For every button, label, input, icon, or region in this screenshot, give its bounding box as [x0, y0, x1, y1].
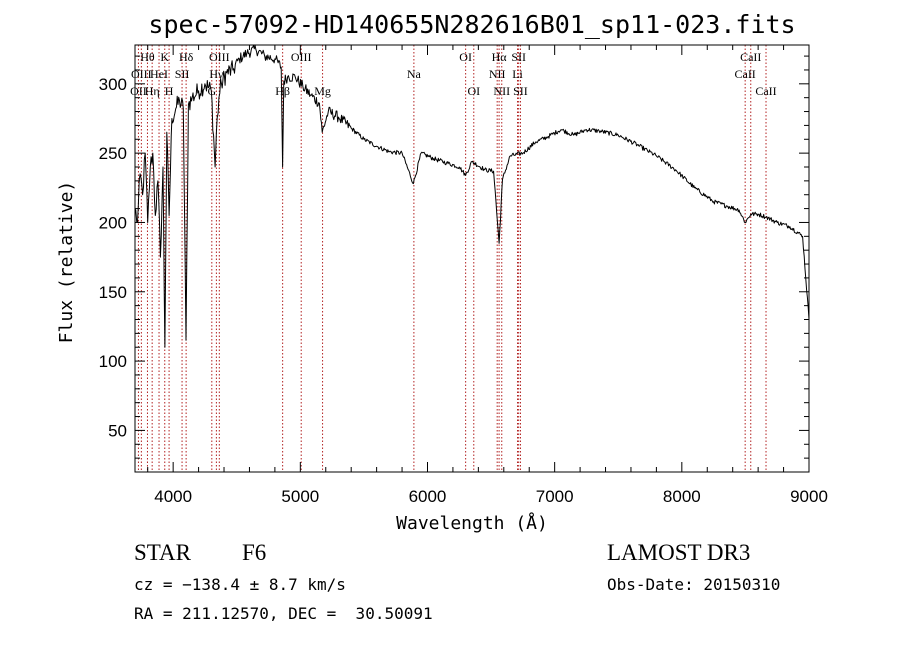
plot-frame: [134, 44, 810, 473]
x-tick-label-0: 4000: [154, 487, 192, 506]
spectral-line-label-23: SII: [513, 84, 528, 98]
y-tick-label-2: 150: [99, 283, 127, 302]
y-tick-label-1: 100: [99, 352, 127, 371]
object-type: STAR: [134, 540, 191, 565]
spectral-line-label-15: Na: [407, 67, 422, 81]
spectral-line-label-4: HeI: [150, 67, 168, 81]
chart-title: spec-57092-HD140655N282616B01_sp11-023.f…: [148, 10, 795, 39]
spectral-line-label-7: H: [165, 84, 174, 98]
spectral-line-label-21: SII: [511, 50, 526, 64]
spectral-line-label-13: OIII: [291, 50, 312, 64]
spectral-line-label-9: OIII: [209, 50, 230, 64]
x-tick-label-1: 5000: [281, 487, 319, 506]
spectral-line-label-0: OII: [130, 84, 147, 98]
x-axis-ticks: 4000 5000 6000 7000 8000 9000: [147, 45, 828, 506]
survey-name: LAMOST DR3: [607, 540, 751, 565]
spectral-line-label-20: NII: [493, 84, 510, 98]
spectral-line-label-3: Hη: [145, 84, 160, 98]
spectral-line-label-8: Hδ: [179, 50, 194, 64]
spectral-line-label-14: Mg: [314, 84, 331, 98]
spectral-line-label-19: NII: [489, 67, 506, 81]
y-tick-label-3: 200: [99, 213, 127, 232]
spectral-line-label-5: K: [160, 50, 169, 64]
y-tick-label-0: 50: [108, 421, 127, 440]
spectral-line-label-10: Hγ: [209, 67, 224, 81]
spectral-line-label-26: CaII: [755, 84, 776, 98]
spectral-line-label-2: OIII: [131, 67, 152, 81]
object-subclass: F6: [242, 540, 267, 565]
spectral-line-label-17: OI: [467, 84, 480, 98]
x-axis-label: Wavelength (Å): [396, 512, 548, 534]
spectral-line-label-18: Hα: [492, 50, 508, 64]
spectral-line-label-16: OI: [459, 50, 472, 64]
spectral-line-label-24: CaII: [740, 50, 761, 64]
spectral-line-label-11: G: [207, 84, 216, 98]
spectral-line-label-1: Hθ: [140, 50, 155, 64]
coordinates: RA = 211.12570, DEC = 30.50091: [134, 604, 433, 623]
x-tick-label-4: 8000: [663, 487, 701, 506]
x-tick-label-2: 6000: [409, 487, 447, 506]
flux-line: [134, 44, 810, 348]
y-axis-label: Flux (relative): [56, 181, 77, 344]
observation-date: Obs-Date: 20150310: [607, 575, 781, 594]
spectral-line-label-22: Li: [512, 67, 523, 81]
y-tick-label-5: 300: [99, 75, 127, 94]
spectral-line-label-25: CaII: [734, 67, 755, 81]
x-tick-label-3: 7000: [536, 487, 574, 506]
y-axis-ticks: 50 100 150 200 250 300: [99, 55, 809, 459]
y-tick-label-4: 250: [99, 144, 127, 163]
flux-series: [134, 44, 810, 348]
spectral-line-markers: [137, 45, 767, 472]
redshift-cz: cz = −138.4 ± 8.7 km/s: [134, 575, 346, 594]
spectral-line-label-6: SII: [175, 67, 190, 81]
x-tick-label-5: 9000: [790, 487, 828, 506]
spectral-line-label-12: Hβ: [275, 84, 290, 98]
